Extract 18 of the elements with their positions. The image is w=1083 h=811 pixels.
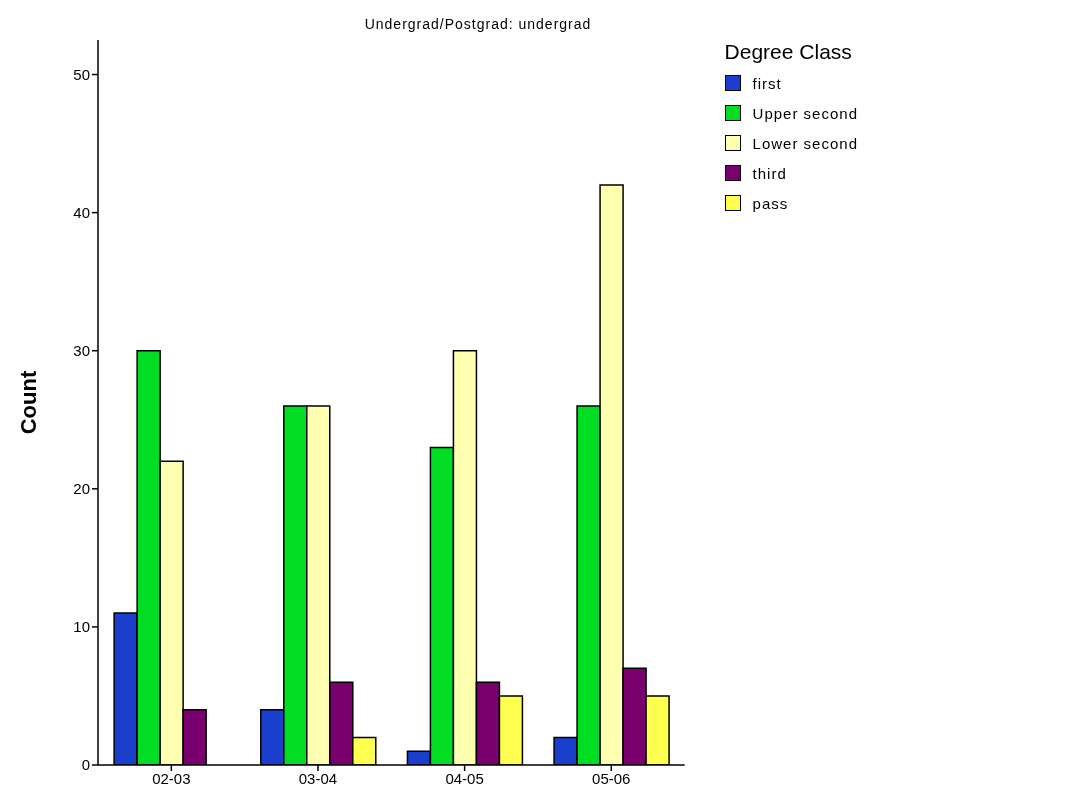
legend-label: third [752, 164, 787, 182]
y-tick-label: 30 [73, 342, 90, 360]
y-tick-label: 20 [73, 480, 90, 498]
x-tick-label: 05-06 [592, 769, 631, 787]
legend-label: Upper second [752, 104, 858, 122]
y-tick-label: 10 [73, 618, 90, 636]
chart-title: Undergrad/Postgrad: undergrad [363, 16, 593, 32]
legend-label: first [752, 74, 782, 92]
legend-title: Degree Class [724, 40, 853, 64]
y-tick-label: 40 [73, 203, 90, 221]
legend-label: pass [752, 194, 789, 212]
y-tick-label: 0 [81, 756, 90, 774]
y-tick-label: 50 [73, 65, 90, 83]
x-tick-label: 04-05 [445, 769, 484, 787]
legend-label: Lower second [752, 134, 858, 152]
y-axis-title: Count [15, 370, 41, 435]
x-tick-label: 03-04 [298, 769, 338, 787]
x-tick-label: 02-03 [152, 769, 191, 787]
